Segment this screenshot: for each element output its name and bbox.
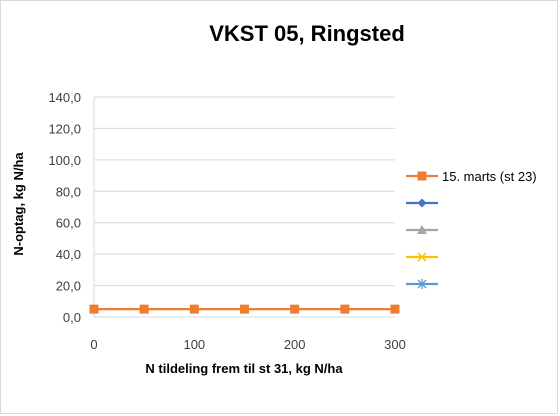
data-point <box>240 304 249 314</box>
x-tick-label: 0 <box>90 337 97 352</box>
y-tick-label: 100,0 <box>48 153 81 168</box>
legend-marker <box>417 252 427 262</box>
y-axis-title: N-optag, kg N/ha <box>11 152 26 256</box>
data-point <box>139 304 149 314</box>
legend: 15. marts (st 23) <box>406 169 537 289</box>
data-point <box>390 304 400 314</box>
y-axis-tick-labels: 0,0 20,0 40,0 60,0 80,0 100,0 120,0 140,0 <box>48 90 81 325</box>
gridlines <box>93 96 395 318</box>
x-tick-label: 100 <box>183 337 205 352</box>
legend-marker <box>417 171 427 181</box>
x-axis-title: N tildeling frem til st 31, kg N/ha <box>145 361 343 376</box>
data-point <box>189 304 199 314</box>
data-point <box>290 304 300 314</box>
legend-label: 15. marts (st 23) <box>442 169 537 184</box>
x-tick-label: 300 <box>384 337 406 352</box>
plot-area <box>89 304 400 314</box>
legend-marker <box>417 279 427 289</box>
x-axis-tick-labels: 0 100 200 300 <box>90 337 405 352</box>
legend-marker <box>417 198 427 208</box>
y-tick-label: 40,0 <box>56 247 81 262</box>
y-tick-label: 20,0 <box>56 279 81 294</box>
data-point <box>340 304 350 314</box>
y-tick-label: 80,0 <box>56 184 81 199</box>
y-tick-label: 140,0 <box>48 90 81 105</box>
legend-marker <box>417 225 427 234</box>
y-tick-label: 0,0 <box>63 310 81 325</box>
chart-title: VKST 05, Ringsted <box>209 21 405 46</box>
y-tick-label: 60,0 <box>56 216 81 231</box>
y-tick-label: 120,0 <box>48 121 81 136</box>
data-point <box>89 304 99 314</box>
x-tick-label: 200 <box>284 337 306 352</box>
